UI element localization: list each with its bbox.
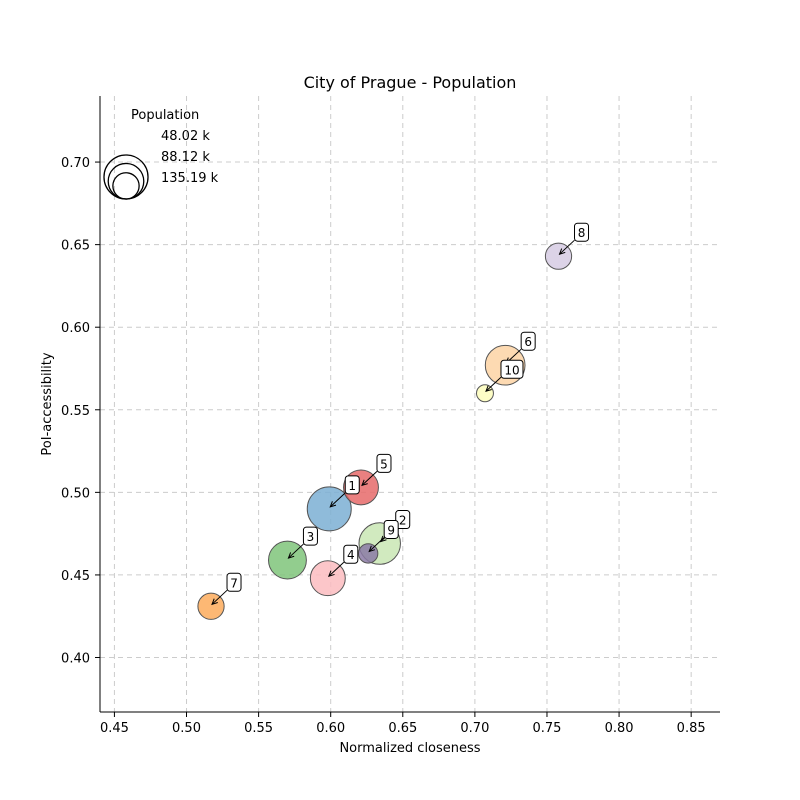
axes [99,96,720,713]
annotation-arrow [485,376,502,392]
annotation-box [383,519,399,539]
x-tick-label: 0.50 [172,721,201,736]
legend: Population 48.02 k 88.12 k 135.19 k [103,108,219,200]
y-tick-label: 0.50 [61,486,90,501]
annotation-arrowhead [287,552,295,559]
annotation-arrowhead [485,385,492,393]
annotation-arrow [361,471,378,486]
x-tick-label: 0.70 [460,721,489,736]
annotation-box [500,359,524,379]
annotation-label: 3 [307,530,315,544]
y-ticks: 0.40 0.45 0.50 0.55 0.60 0.65 0.70 [61,156,100,667]
annotation-box [344,475,360,495]
annotation-arrowhead [211,598,218,606]
annotation-box [226,572,242,592]
data-point-9 [358,543,379,564]
legend-entry-label: 48.02 k [161,129,210,144]
x-tick-label: 0.45 [100,721,129,736]
y-tick-label: 0.60 [61,321,90,336]
chart-title: City of Prague - Population [304,73,517,92]
annotation-arrow [328,561,345,577]
y-tick-label: 0.55 [61,404,90,419]
annotation-box [574,222,590,242]
annotation-arrowhead [368,545,376,553]
annotation-label: 10 [504,363,519,377]
annotation-arrowhead [329,501,337,508]
legend-entry-label: 135.19 k [161,171,219,186]
y-tick-label: 0.40 [61,652,90,667]
annotation-arrow [368,537,385,552]
annotation-box [376,453,392,473]
annotation-arrow [329,492,346,508]
legend-title: Population [131,108,199,123]
annotation-label: 8 [578,226,586,240]
annotation-box [520,331,536,351]
annotation-arrowhead [379,535,387,543]
x-tick-label: 0.85 [677,721,706,736]
annotation-box [343,544,359,564]
legend-size-circle [112,172,140,200]
x-tick-label: 0.75 [533,721,562,736]
x-ticks: 0.45 0.50 0.55 0.60 0.65 0.70 0.75 0.80 0.85 [100,712,706,736]
annotation-label: 5 [380,457,388,471]
annotation-box [395,510,411,530]
x-tick-label: 0.80 [605,721,634,736]
annotation-box [302,526,318,546]
y-tick-label: 0.70 [61,156,90,171]
annotation-arrow [211,589,228,605]
legend-size-circle [103,154,149,200]
y-tick-label: 0.45 [61,569,90,584]
annotation-arrowhead [327,570,335,578]
y-tick-label: 0.65 [61,239,90,254]
legend-entry-label: 88.12 k [161,150,210,165]
data-points [197,242,573,620]
annotation-arrowhead [558,248,566,255]
annotation-label: 7 [230,576,238,590]
x-tick-label: 0.60 [316,721,345,736]
grid [100,96,720,712]
annotations: 1 2 3 4 5 6 7 8 9 10 [211,222,590,606]
y-axis-label: PoI-accessibility [40,352,55,455]
data-point-10 [476,384,494,403]
annotation-label: 6 [524,335,532,349]
annotation-label: 4 [347,548,355,562]
annotation-label: 9 [387,523,395,537]
annotation-arrowhead [361,479,368,487]
annotation-label: 2 [399,514,407,528]
annotation-arrow [288,543,304,559]
x-tick-label: 0.55 [244,721,273,736]
x-tick-label: 0.65 [388,721,417,736]
annotation-label: 1 [348,479,356,493]
x-axis-label: Normalized closeness [339,741,480,756]
annotation-arrow [559,239,575,255]
